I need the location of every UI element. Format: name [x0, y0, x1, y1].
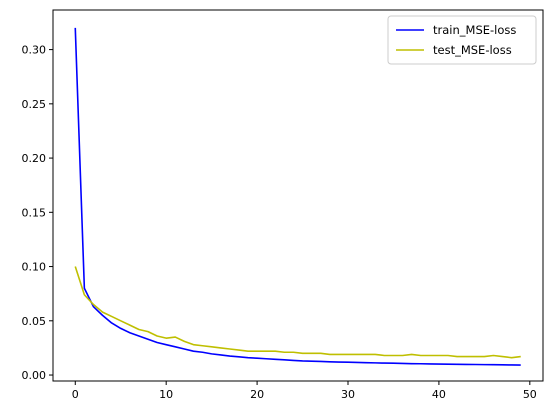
- y-tick-label: 0.15: [22, 206, 47, 219]
- x-tick-label: 10: [159, 388, 173, 401]
- y-tick-label: 0.25: [22, 98, 47, 111]
- y-tick-label: 0.05: [22, 315, 47, 328]
- y-axis: 0.00 0.05 0.10 0.15 0.20 0.25 0.30: [22, 44, 53, 382]
- series-layer: [74, 27, 521, 366]
- legend: train_MSE-loss test_MSE-loss: [387, 15, 537, 65]
- y-tick-label: 0.10: [22, 261, 47, 274]
- x-tick-label: 40: [432, 388, 446, 401]
- series-line-test-mse-loss: [74, 266, 521, 359]
- legend-label: train_MSE-loss: [433, 23, 516, 37]
- series-line-train-mse-loss: [74, 27, 521, 366]
- y-tick-label: 0.20: [22, 152, 47, 165]
- y-tick-label: 0.00: [22, 369, 47, 382]
- y-tick-label: 0.30: [22, 44, 47, 57]
- x-tick-label: 20: [250, 388, 264, 401]
- x-tick-label: 30: [341, 388, 355, 401]
- legend-box: [387, 15, 537, 65]
- x-tick-label: 0: [72, 388, 79, 401]
- legend-label: test_MSE-loss: [433, 43, 512, 57]
- x-axis: 0 10 20 30 40 50: [72, 381, 537, 401]
- plot-frame: [52, 9, 544, 382]
- x-tick-label: 50: [523, 388, 537, 401]
